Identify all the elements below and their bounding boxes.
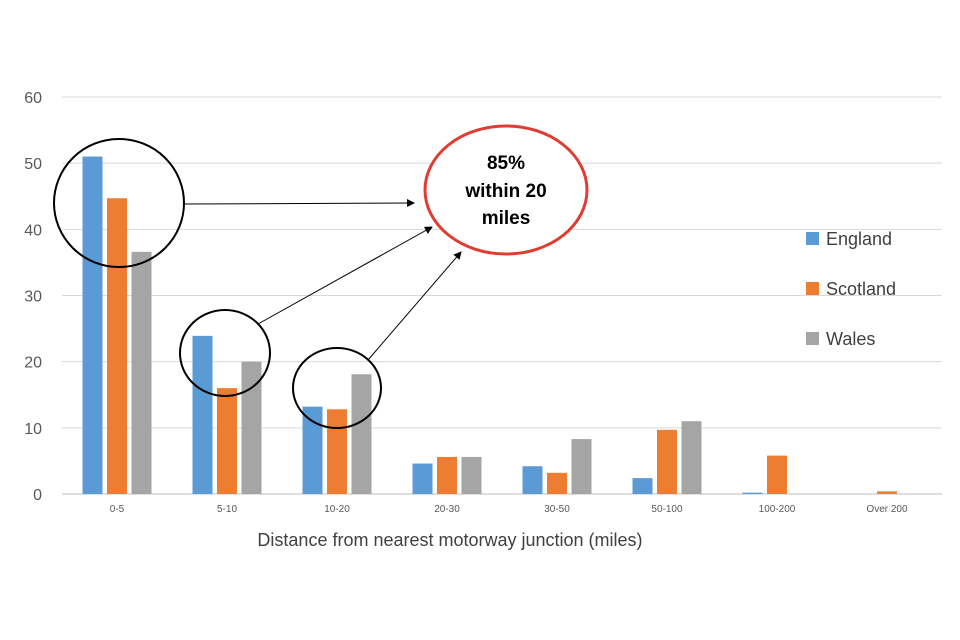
bar-scotland-0-5: [107, 198, 127, 495]
bar-england-10-20: [302, 406, 323, 494]
bar-scotland-5-10: [217, 388, 237, 494]
callout-ellipse: [423, 124, 589, 256]
highlight-circle-5-10: [179, 309, 271, 397]
bar-england-20-30: [412, 463, 433, 494]
x-tick-label: Over 200: [866, 504, 908, 515]
bar-wales-10-20: [351, 374, 372, 494]
callout-line-3: miles: [482, 208, 531, 229]
y-tick-label: 30: [24, 289, 42, 306]
legend-swatch-scotland: [806, 282, 819, 295]
bars: [82, 156, 897, 495]
legend-swatch-england: [806, 232, 819, 245]
bar-wales-20-30: [461, 456, 482, 494]
x-tick-label: 50-100: [651, 504, 683, 515]
legend-label-wales: Wales: [826, 329, 875, 349]
y-tick-label: 0: [33, 487, 42, 504]
bar-england-5-10: [192, 335, 213, 494]
y-tick-label: 50: [24, 156, 42, 173]
bar-scotland-10-20: [327, 409, 347, 494]
x-tick-label: 10-20: [324, 504, 350, 515]
y-tick-label: 60: [24, 90, 42, 107]
bar-scotland-over-200: [877, 491, 897, 494]
x-axis-label: Distance from nearest motorway junction …: [257, 530, 642, 550]
x-tick-label: 5-10: [217, 504, 237, 515]
bar-england-100-200: [742, 492, 763, 494]
bar-scotland-100-200: [767, 455, 787, 494]
bar-scotland-50-100: [657, 429, 677, 494]
legend-label-england: England: [826, 229, 892, 249]
x-tick-label: 0-5: [110, 504, 125, 515]
y-tick-label: 40: [24, 222, 42, 239]
y-axis-ticks: 0 10 20 30 40 50 60: [24, 90, 42, 504]
bar-scotland-20-30: [437, 456, 457, 494]
callout-line-2: within 20: [464, 181, 546, 202]
annotation: 85% within 20 miles: [53, 124, 589, 429]
bar-wales-50-100: [681, 421, 702, 494]
highlight-circle-10-20: [292, 347, 382, 429]
bar-wales-5-10: [241, 361, 262, 494]
bar-england-50-100: [632, 478, 653, 494]
x-axis-ticks: 0-5 5-10 10-20 20-30 30-50 50-100 100-200 Over …: [110, 504, 908, 515]
legend-swatch-wales: [806, 332, 819, 345]
bar-wales-30-50: [571, 439, 592, 494]
bar-england-0-5: [82, 156, 103, 495]
x-tick-label: 20-30: [434, 504, 460, 515]
bar-scotland-30-50: [547, 472, 567, 494]
arrow-line-2: [257, 226, 433, 325]
callout-line-1: 85%: [487, 153, 525, 174]
arrow-line-1: [183, 199, 415, 208]
legend: England Scotland Wales: [806, 229, 896, 349]
legend-label-scotland: Scotland: [826, 279, 896, 299]
x-tick-label: 30-50: [544, 504, 570, 515]
highlight-circle-0-5: [53, 138, 185, 268]
bar-england-30-50: [522, 466, 543, 494]
y-tick-label: 20: [24, 355, 42, 372]
y-tick-label: 10: [24, 421, 42, 438]
x-tick-label: 100-200: [759, 504, 796, 515]
bar-wales-0-5: [131, 251, 152, 494]
arrow-line-3: [367, 251, 462, 361]
